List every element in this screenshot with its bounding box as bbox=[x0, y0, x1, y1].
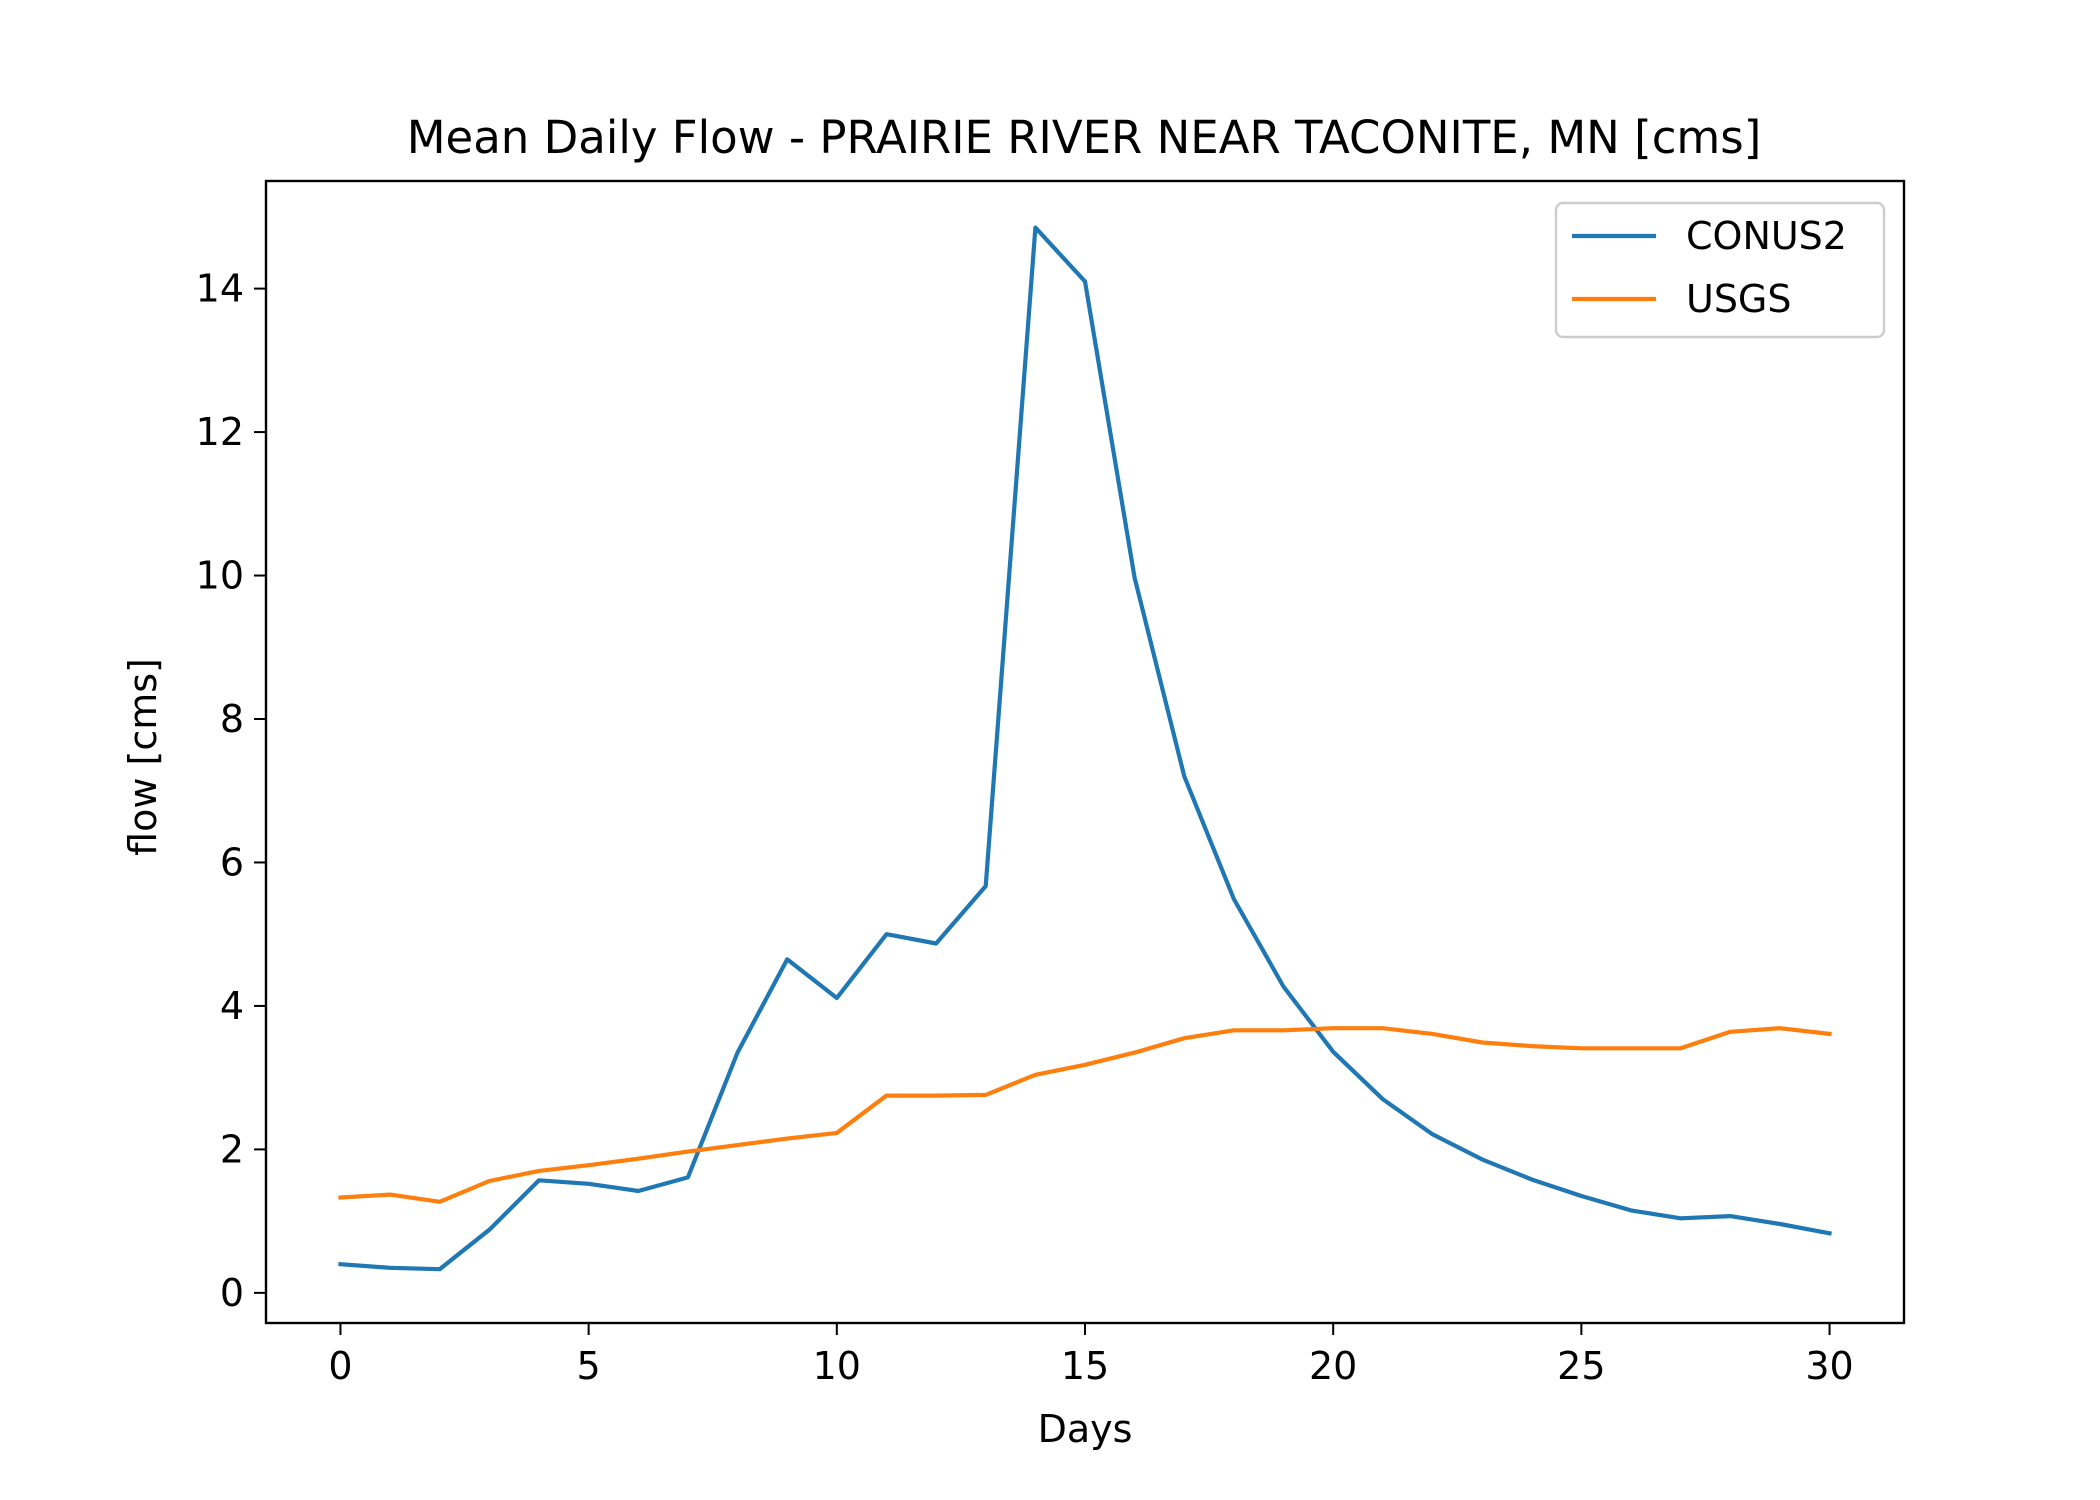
x-tick-label: 25 bbox=[1557, 1344, 1605, 1388]
y-tick-label: 2 bbox=[220, 1127, 244, 1171]
y-tick-label: 8 bbox=[220, 697, 244, 741]
y-tick-label: 10 bbox=[196, 554, 244, 598]
x-tick-label: 20 bbox=[1309, 1344, 1357, 1388]
y-tick-label: 0 bbox=[220, 1271, 244, 1315]
x-tick-label: 0 bbox=[328, 1344, 352, 1388]
series-layer bbox=[338, 225, 1832, 1272]
series-line-usgs bbox=[338, 1026, 1832, 1204]
legend: CONUS2 USGS bbox=[1554, 201, 1886, 339]
y-tick-label: 14 bbox=[196, 267, 244, 311]
chart-title: Mean Daily Flow - PRAIRIE RIVER NEAR TAC… bbox=[407, 111, 1762, 164]
series-line-conus2 bbox=[338, 225, 1832, 1272]
y-axis-label: flow [cms] bbox=[121, 658, 165, 856]
x-axis-label: Days bbox=[1038, 1407, 1133, 1451]
x-tick-label: 30 bbox=[1805, 1344, 1853, 1388]
x-tick-label: 10 bbox=[813, 1344, 861, 1388]
y-tick-label: 4 bbox=[220, 984, 244, 1028]
x-tick-label: 5 bbox=[577, 1344, 601, 1388]
y-axis: 0 2 4 6 8 10 12 14 bbox=[196, 267, 266, 1315]
x-tick-label: 15 bbox=[1061, 1344, 1109, 1388]
legend-entry-label: CONUS2 bbox=[1686, 214, 1847, 258]
legend-entry-label: USGS bbox=[1686, 277, 1792, 321]
y-tick-label: 6 bbox=[220, 840, 244, 884]
x-axis: 0 5 10 15 20 25 30 bbox=[328, 1323, 1854, 1388]
y-tick-label: 12 bbox=[196, 410, 244, 454]
